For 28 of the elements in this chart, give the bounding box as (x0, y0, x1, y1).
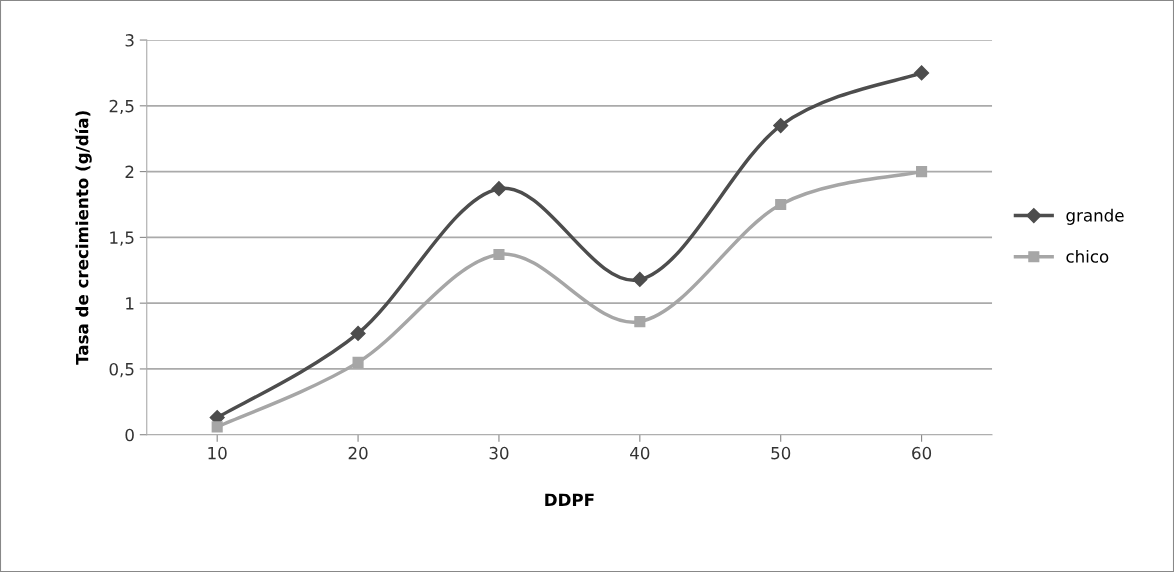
point (350, 325, 366, 341)
y-tick-label: 1,5 (110, 231, 134, 246)
point (211, 421, 223, 433)
point (632, 271, 648, 288)
y-tick-label: 0,5 (109, 362, 134, 378)
x-tick-label: 50 (771, 446, 791, 460)
point (491, 181, 507, 197)
point (352, 356, 364, 368)
point (493, 248, 505, 261)
x-tick-label: 40 (630, 446, 650, 460)
x-tick-label: 30 (489, 446, 509, 460)
y-tick-label: 0 (125, 428, 134, 442)
y-tick-label: 3 (125, 34, 134, 47)
x-tick-label: 10 (208, 446, 227, 460)
point (773, 117, 789, 134)
y-tick-label: 2 (125, 165, 134, 178)
x-tick-label: 20 (348, 446, 368, 460)
x-tick-label: 60 (912, 446, 932, 460)
point (634, 316, 646, 328)
x-axis-title: DDPF (545, 493, 594, 506)
legend-label: chico (1066, 249, 1109, 263)
y-axis-title: Tasa de crecimiento (g/día) (74, 111, 92, 365)
y-tick-label: 2,5 (109, 99, 134, 115)
point (916, 166, 928, 178)
y-tick-label: 1 (126, 297, 134, 310)
legend-label: grande (1066, 208, 1124, 225)
point (914, 65, 930, 81)
point (775, 198, 787, 211)
